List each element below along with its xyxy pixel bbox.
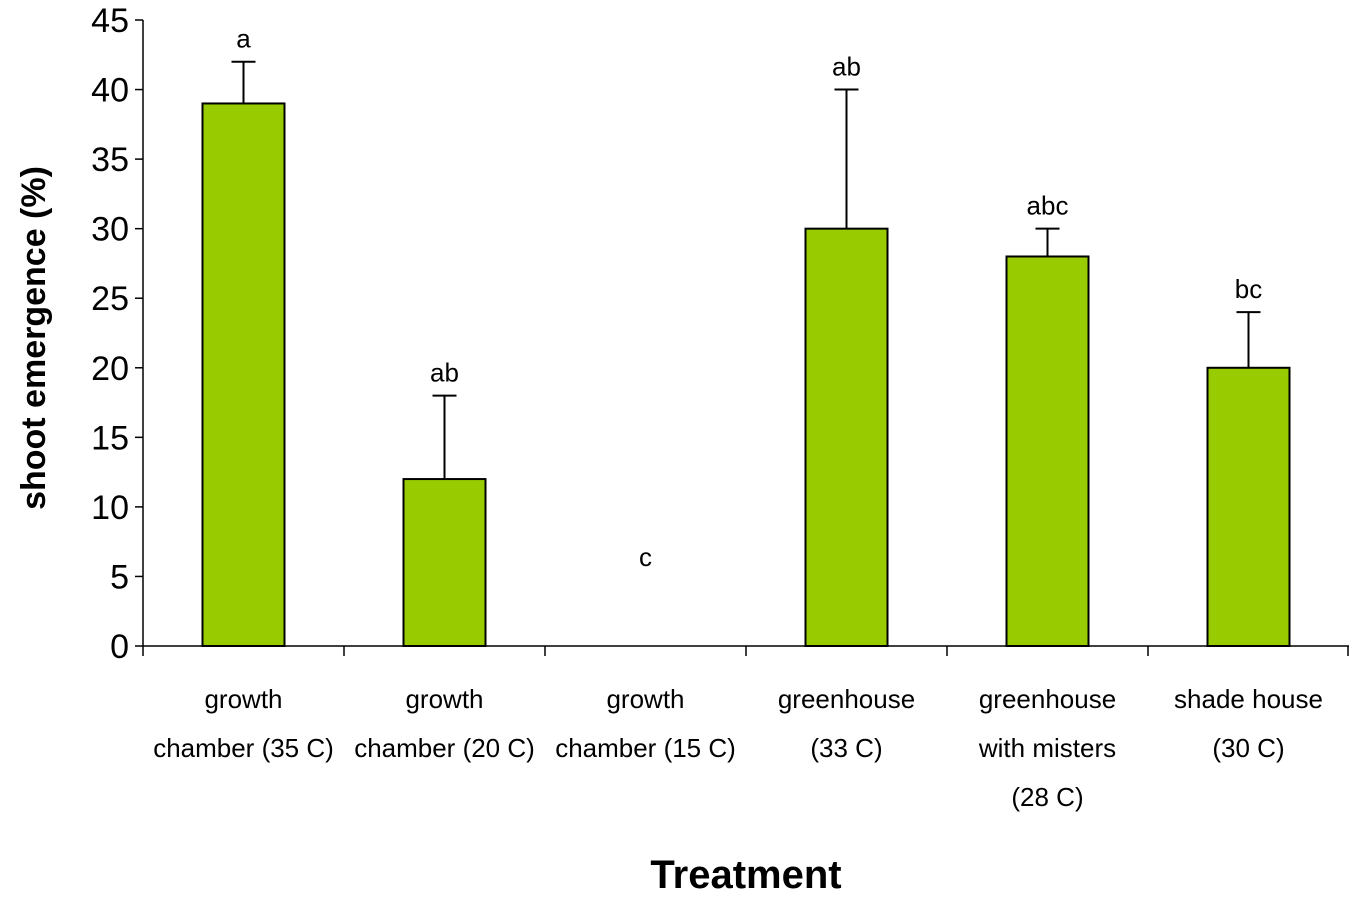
significance-label: a (236, 24, 251, 54)
plot-area: 0 5 10 15 20 25 30 35 40 45 a growth chamber (35 C) a… (91, 2, 1349, 812)
y-tick-label: 15 (91, 419, 129, 457)
y-tick-label: 35 (91, 141, 129, 179)
x-category-label: chamber (15 C) (555, 733, 736, 763)
y-tick-label: 25 (91, 280, 129, 318)
x-category-label: (28 C) (1011, 782, 1083, 812)
x-category-label: chamber (35 C) (153, 733, 334, 763)
x-category-label: growth (405, 684, 483, 714)
x-axis-title: Treatment (650, 853, 841, 896)
y-tick-label: 5 (110, 558, 129, 596)
y-tick-label: 30 (91, 211, 129, 249)
x-category-label: (30 C) (1212, 733, 1284, 763)
bar (1005, 255, 1090, 647)
significance-label: abc (1027, 191, 1069, 221)
x-category-label: (33 C) (810, 733, 882, 763)
y-axis-title: shoot emergence (%) (15, 166, 53, 510)
bar (201, 102, 286, 647)
significance-label: bc (1235, 274, 1262, 304)
x-category-label: greenhouse (979, 684, 1116, 714)
significance-label: ab (430, 358, 459, 388)
significance-label: ab (832, 52, 861, 82)
x-category-label: with misters (978, 733, 1116, 763)
x-category-label: chamber (20 C) (354, 733, 535, 763)
y-tick-label: 0 (110, 628, 129, 666)
bar (804, 227, 889, 648)
y-tick-label: 20 (91, 350, 129, 388)
significance-label: c (639, 542, 652, 572)
y-tick-label: 40 (91, 72, 129, 110)
x-category-label: greenhouse (778, 684, 915, 714)
x-category-label: growth (606, 684, 684, 714)
y-tick-label: 45 (91, 2, 129, 40)
y-tick-label: 10 (91, 489, 129, 527)
x-category-label: growth (204, 684, 282, 714)
x-category-label: shade house (1174, 684, 1323, 714)
bar (402, 478, 487, 648)
bar (1206, 366, 1291, 647)
